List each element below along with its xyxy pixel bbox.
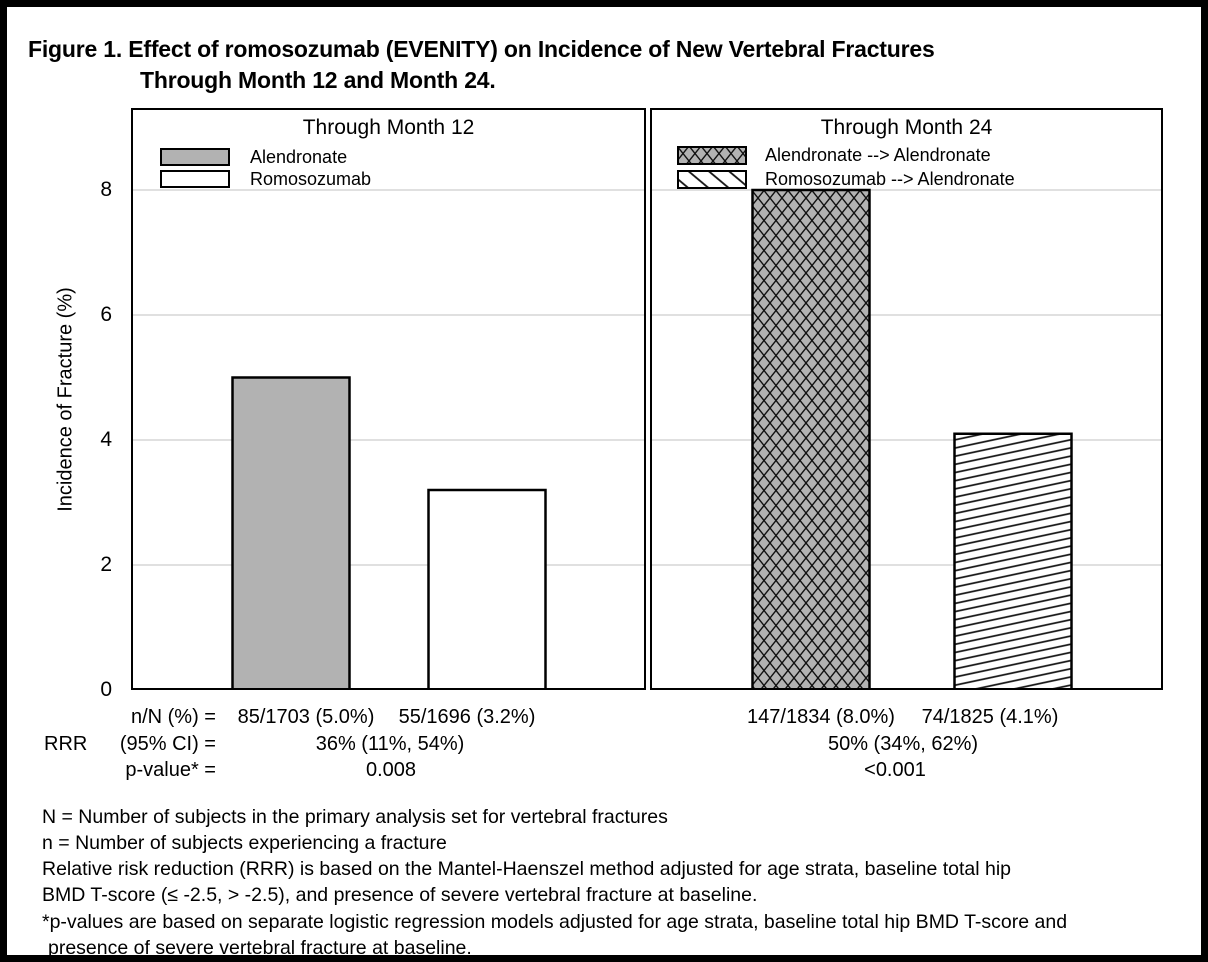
month12-rrr-value: 36% (11%, 54%) (315, 733, 465, 755)
crosshatch-swatch (677, 145, 747, 165)
stats-label-pvalue: p-value* = (125, 759, 216, 781)
bar-romosozumab-alendronate (953, 432, 1073, 690)
figure-title: Figure 1. Effect of romosozumab (EVENITY… (28, 34, 935, 96)
month24-romosozumab-nN: 74/1825 (4.1%) (921, 706, 1059, 728)
bar-romosozumab (427, 488, 547, 690)
month24-p-value: <0.001 (864, 759, 926, 781)
footnote-rrr-method-line2: BMD T-score (≤ -2.5, > -2.5), and presen… (42, 884, 758, 906)
month24-alendronate-nN: 147/1834 (8.0%) (747, 706, 895, 728)
legend-row-alendronate-alendronate: Alendronate --> Alendronate (677, 143, 1015, 167)
y-axis-label: Incidence of Fracture (%) (54, 287, 77, 512)
month24-rrr-value: 50% (34%, 62%) (827, 733, 979, 755)
month24-chart-panel (650, 108, 1163, 690)
figure-title-line1: Figure 1. Effect of romosozumab (EVENITY… (28, 36, 935, 62)
footnote-n-definition: n = Number of subjects experiencing a fr… (42, 832, 447, 854)
alendronate-legend-label: Alendronate (250, 146, 348, 167)
month12-romosozumab-nN: 55/1696 (3.2%) (398, 706, 536, 728)
month12-p-value: 0.008 (365, 759, 417, 781)
footnote-pvalue-method-line1: *p-values are based on separate logistic… (42, 911, 1068, 933)
diagonal-hatch-swatch (677, 169, 747, 189)
alendronate-alendronate-legend-label: Alendronate --> Alendronate (765, 144, 991, 165)
y-tick-label-6: 6 (100, 303, 112, 326)
legend-row-romosozumab: Romosozumab (160, 168, 371, 190)
figure-title-line2: Through Month 12 and Month 24. (140, 67, 496, 93)
stats-label-ci: (95% CI) = (119, 733, 216, 755)
footnote-N-definition: N = Number of subjects in the primary an… (42, 806, 668, 828)
panel-title-month24: Through Month 24 (820, 116, 993, 139)
footnote-pvalue-method-line2: presence of severe vertebral fracture at… (48, 937, 472, 959)
legend-row-alendronate: Alendronate (160, 146, 371, 168)
month12-chart-panel (131, 108, 646, 690)
stats-label-nN: n/N (%) = (130, 706, 216, 728)
romosozumab-alendronate-legend-label: Romosozumab --> Alendronate (765, 168, 1015, 189)
y-tick-label-8: 8 (100, 178, 112, 201)
month12-legend: Alendronate Romosozumab (160, 146, 371, 190)
legend-row-romosozumab-alendronate: Romosozumab --> Alendronate (677, 167, 1015, 191)
y-tick-label-4: 4 (100, 428, 112, 451)
romosozumab-swatch (160, 170, 230, 188)
panel-title-month12: Through Month 12 (302, 116, 475, 139)
month24-legend: Alendronate --> Alendronate Romosozumab … (677, 143, 1015, 191)
alendronate-swatch (160, 148, 230, 166)
y-tick-label-0: 0 (100, 678, 112, 701)
romosozumab-legend-label: Romosozumab (250, 168, 372, 189)
bar-alendronate-alendronate (751, 188, 871, 690)
month12-alendronate-nN: 85/1703 (5.0%) (237, 706, 375, 728)
footnote-rrr-method-line1: Relative risk reduction (RRR) is based o… (42, 858, 1012, 880)
bar-alendronate (231, 376, 351, 690)
y-tick-label-2: 2 (100, 553, 112, 576)
stats-label-rrr: RRR (44, 733, 88, 755)
